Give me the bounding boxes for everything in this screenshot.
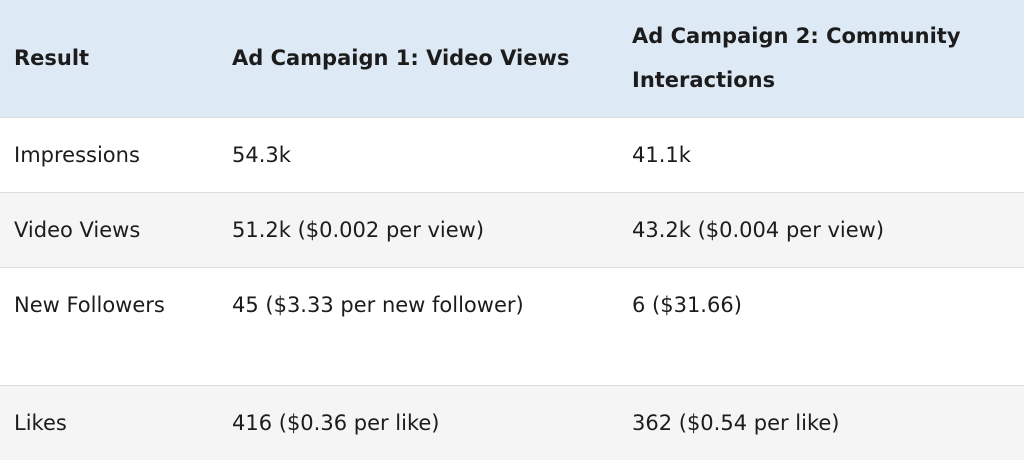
row-label: Video Views xyxy=(14,217,141,242)
campaign-2-value: 43.2k ($0.004 per view) xyxy=(632,217,885,242)
campaign-2-value: 41.1k xyxy=(632,142,691,167)
table-row: Likes 416 ($0.36 per like) 362 ($0.54 pe… xyxy=(0,385,1024,460)
row-label: Likes xyxy=(14,410,67,435)
table-row: Impressions 54.3k 41.1k xyxy=(0,117,1024,192)
row-label: Impressions xyxy=(14,142,140,167)
campaign-1-value: 416 ($0.36 per like) xyxy=(232,410,440,435)
table-row: Video Views 51.2k ($0.002 per view) 43.2… xyxy=(0,192,1024,267)
campaign-1-value: 51.2k ($0.002 per view) xyxy=(232,217,485,242)
row-label: New Followers xyxy=(14,292,165,317)
campaign-2-value: 362 ($0.54 per like) xyxy=(632,410,840,435)
campaign-2-value: 6 ($31.66) xyxy=(632,292,742,317)
header-campaign-1: Ad Campaign 1: Video Views xyxy=(218,0,618,117)
header-campaign-2: Ad Campaign 2: Community Interactions xyxy=(618,0,1024,117)
campaign-1-value: 54.3k xyxy=(232,142,291,167)
header-row: Result Ad Campaign 1: Video Views Ad Cam… xyxy=(0,0,1024,117)
header-result: Result xyxy=(0,0,218,117)
table-row: New Followers 45 ($3.33 per new follower… xyxy=(0,267,1024,385)
campaign-1-value: 45 ($3.33 per new follower) xyxy=(232,292,524,317)
